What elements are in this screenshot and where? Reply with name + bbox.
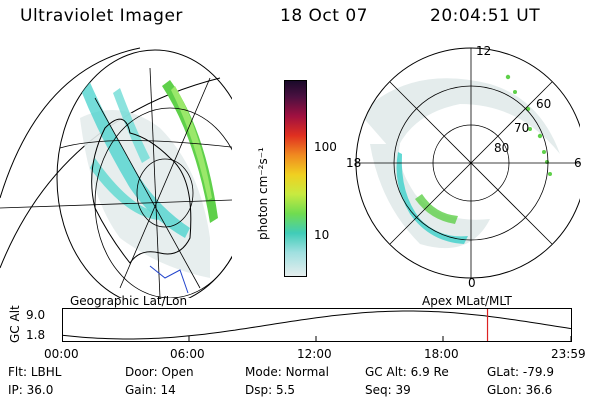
observation-time: 20:04:51 UT bbox=[430, 6, 541, 26]
mlt-label-12: 12 bbox=[476, 44, 492, 58]
geographic-map-label: Geographic Lat/Lon bbox=[70, 294, 188, 308]
right-aurora-emission bbox=[360, 78, 560, 249]
mlt-label-6: 6 bbox=[574, 156, 582, 170]
altitude-curve bbox=[62, 310, 572, 340]
mlat-label-80: 80 bbox=[494, 141, 510, 155]
info-ip: IP: 36.0 bbox=[8, 383, 54, 397]
colorbar-tick-10: 10 bbox=[314, 228, 330, 242]
info-glon: GLon: 36.6 bbox=[487, 383, 553, 397]
time-tick-0000: 00:00 bbox=[44, 347, 79, 361]
mlt-label-0: 0 bbox=[468, 276, 476, 290]
info-gain: Gain: 14 bbox=[125, 383, 176, 397]
geographic-map bbox=[0, 47, 232, 298]
altitude-ytick-max: 9.0 bbox=[26, 308, 46, 322]
mlat-label-60: 60 bbox=[536, 97, 552, 111]
colorbar-scale bbox=[284, 80, 307, 277]
info-door: Door: Open bbox=[125, 365, 194, 379]
time-tick-1200: 12:00 bbox=[297, 347, 332, 361]
time-tick-1800: 18:00 bbox=[424, 347, 459, 361]
info-glat: GLat: -79.9 bbox=[487, 365, 554, 379]
altitude-ytick-min: 1.8 bbox=[26, 328, 46, 342]
info-filter: Flt: LBHL bbox=[8, 365, 62, 379]
mlat-label-70: 70 bbox=[514, 121, 530, 135]
colorbar-tick-100: 100 bbox=[314, 140, 337, 154]
altitude-plot bbox=[62, 308, 572, 342]
left-aurora-emission bbox=[80, 78, 218, 278]
observation-date: 18 Oct 07 bbox=[280, 6, 368, 26]
time-tick-2359: 23:59 bbox=[551, 347, 586, 361]
info-mode: Mode: Normal bbox=[245, 365, 329, 379]
colorbar-unit-label: photon cm⁻²s⁻¹ bbox=[256, 147, 270, 240]
altitude-ylabel: GC Alt bbox=[8, 305, 22, 343]
info-seq: Seq: 39 bbox=[365, 383, 411, 397]
time-tick-0600: 06:00 bbox=[170, 347, 205, 361]
apex-map-label: Apex MLat/MLT bbox=[422, 294, 512, 308]
mlt-label-18: 18 bbox=[346, 156, 362, 170]
info-dsp: Dsp: 5.5 bbox=[245, 383, 296, 397]
instrument-title: Ultraviolet Imager bbox=[20, 6, 183, 26]
right-aurora-dots bbox=[505, 74, 552, 176]
info-gc-altitude: GC Alt: 6.9 Re bbox=[365, 365, 449, 379]
polar-mlt-map bbox=[355, 47, 580, 279]
